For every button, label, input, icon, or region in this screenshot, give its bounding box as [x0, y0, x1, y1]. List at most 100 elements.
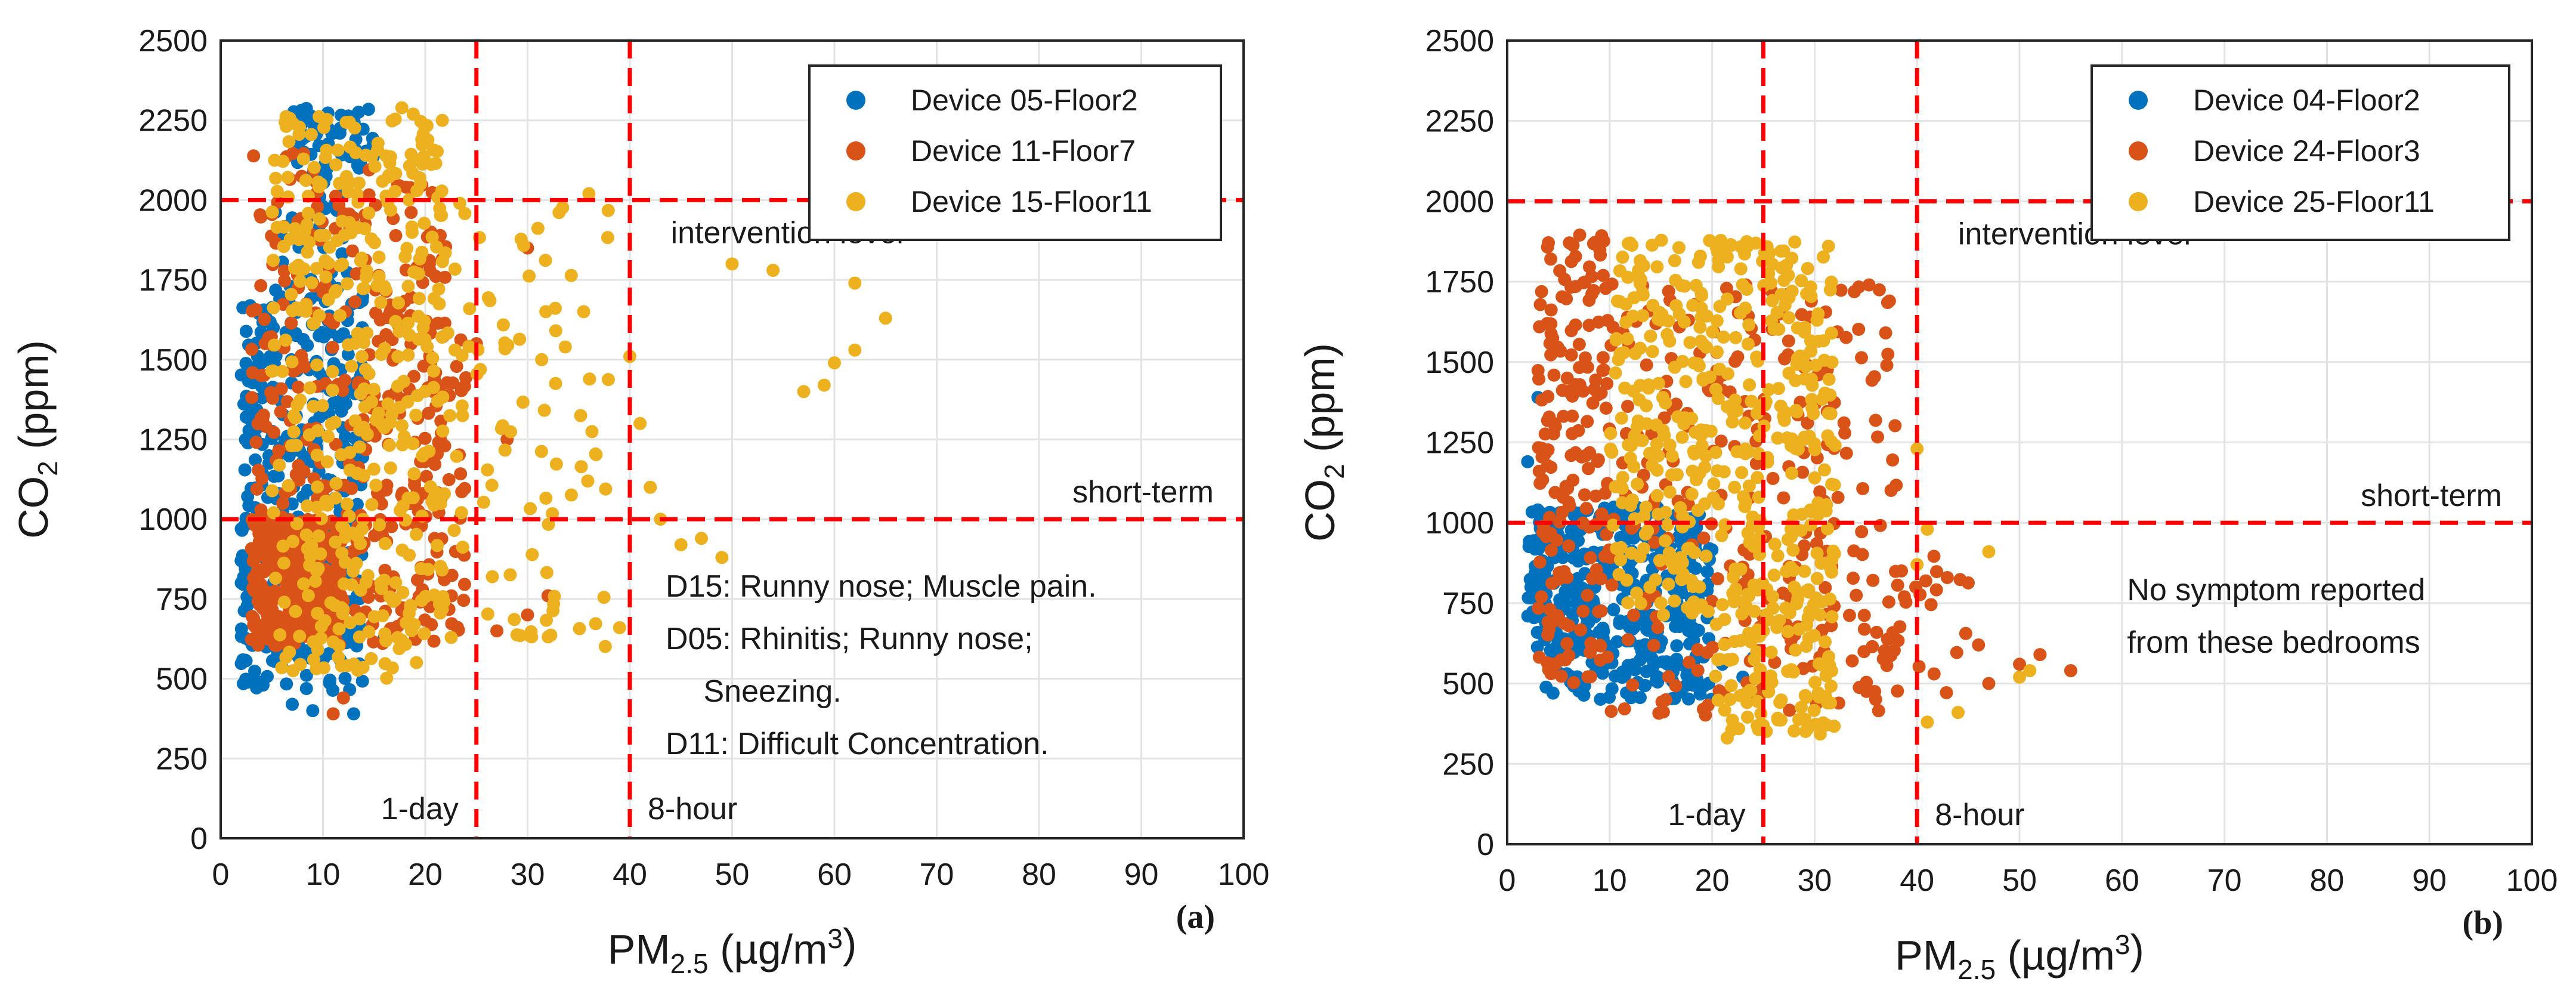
- data-point: [1747, 578, 1761, 592]
- data-point: [1621, 633, 1635, 647]
- data-point: [1750, 406, 1764, 420]
- data-point: [326, 635, 340, 649]
- data-point: [326, 365, 339, 378]
- data-point: [548, 589, 561, 603]
- data-point: [2064, 664, 2077, 678]
- data-point: [1693, 249, 1707, 263]
- data-point: [1621, 332, 1634, 345]
- data-point: [1738, 500, 1752, 514]
- data-point: [392, 296, 406, 310]
- data-point: [1724, 679, 1738, 693]
- data-point: [1594, 604, 1608, 618]
- data-point: [1623, 236, 1637, 250]
- data-point: [1824, 680, 1838, 693]
- x-tick-label: 80: [2309, 863, 2344, 898]
- data-point: [416, 132, 429, 146]
- data-point: [350, 467, 364, 480]
- data-point: [337, 577, 351, 591]
- legend: Device 04-Floor2 Device 24-Floor3 Device 2…: [2091, 64, 2510, 241]
- data-point: [490, 624, 504, 638]
- data-point: [1845, 654, 1859, 668]
- data-point: [279, 334, 292, 347]
- data-point: [320, 455, 334, 469]
- data-point: [312, 529, 326, 543]
- data-point: [1694, 310, 1708, 324]
- data-point: [1723, 693, 1737, 706]
- y-axis-title-part: CO: [1297, 479, 1343, 542]
- data-point: [268, 572, 282, 585]
- data-point: [1795, 700, 1808, 714]
- data-point: [389, 229, 403, 242]
- data-point: [329, 535, 342, 549]
- data-point: [1810, 313, 1824, 327]
- data-point: [425, 230, 439, 244]
- data-point: [1662, 578, 1675, 591]
- data-point: [1789, 403, 1803, 417]
- axes-box: [1506, 39, 2533, 845]
- data-point: [410, 656, 423, 669]
- data-point: [1804, 372, 1818, 386]
- data-point: [333, 126, 347, 140]
- data-point: [1702, 604, 1715, 618]
- data-point: [1749, 672, 1762, 686]
- data-point: [1558, 273, 1572, 286]
- data-point: [351, 663, 364, 677]
- data-point: [1727, 595, 1741, 609]
- data-point: [1813, 608, 1827, 622]
- data-point: [1743, 378, 1756, 392]
- data-point: [1888, 419, 1902, 433]
- data-point: [1808, 471, 1822, 485]
- data-point: [521, 608, 534, 622]
- data-point: [1581, 415, 1594, 428]
- data-point: [1632, 264, 1646, 277]
- data-point: [457, 594, 471, 607]
- data-point: [450, 621, 464, 634]
- data-point: [384, 203, 397, 217]
- data-point: [389, 576, 403, 589]
- symptom-annotation: Sneezing.: [703, 674, 841, 709]
- data-point: [1810, 537, 1823, 551]
- y-tick-label: 1000: [1425, 506, 1494, 541]
- data-point: [319, 270, 333, 284]
- data-point: [381, 397, 395, 411]
- data-point: [546, 507, 559, 520]
- data-point: [1856, 481, 1870, 495]
- data-point: [1777, 491, 1790, 505]
- data-point: [1788, 235, 1802, 249]
- data-point: [254, 369, 268, 382]
- data-point: [1544, 544, 1558, 557]
- data-point: [1803, 604, 1817, 618]
- data-point: [403, 328, 416, 342]
- data-point: [283, 232, 297, 246]
- data-point: [1881, 296, 1894, 310]
- data-point: [1609, 333, 1623, 347]
- data-point: [1762, 246, 1776, 260]
- data-point: [725, 257, 739, 271]
- data-point: [238, 463, 252, 477]
- data-point: [1734, 240, 1748, 254]
- data-point: [355, 251, 369, 265]
- data-point: [1739, 687, 1753, 700]
- data-point: [1855, 351, 1869, 365]
- y-axis-title: CO2 (ppm): [1297, 343, 1350, 542]
- data-point: [239, 672, 253, 686]
- data-point: [321, 430, 335, 443]
- data-point: [252, 464, 265, 477]
- data-point: [1919, 574, 1932, 588]
- data-point: [1532, 601, 1545, 615]
- data-point: [1613, 295, 1626, 308]
- data-point: [274, 382, 288, 396]
- data-point: [432, 282, 446, 296]
- data-point: [848, 343, 862, 357]
- y-tick-label: 2500: [138, 24, 208, 58]
- data-point: [248, 570, 261, 584]
- data-point: [1672, 241, 1686, 255]
- data-point: [1788, 581, 1801, 594]
- data-point: [379, 634, 393, 647]
- data-point: [556, 201, 570, 215]
- data-point: [1725, 653, 1739, 666]
- data-point: [438, 270, 452, 284]
- data-point: [1541, 459, 1554, 473]
- data-point: [1882, 595, 1895, 609]
- data-point: [1685, 487, 1699, 501]
